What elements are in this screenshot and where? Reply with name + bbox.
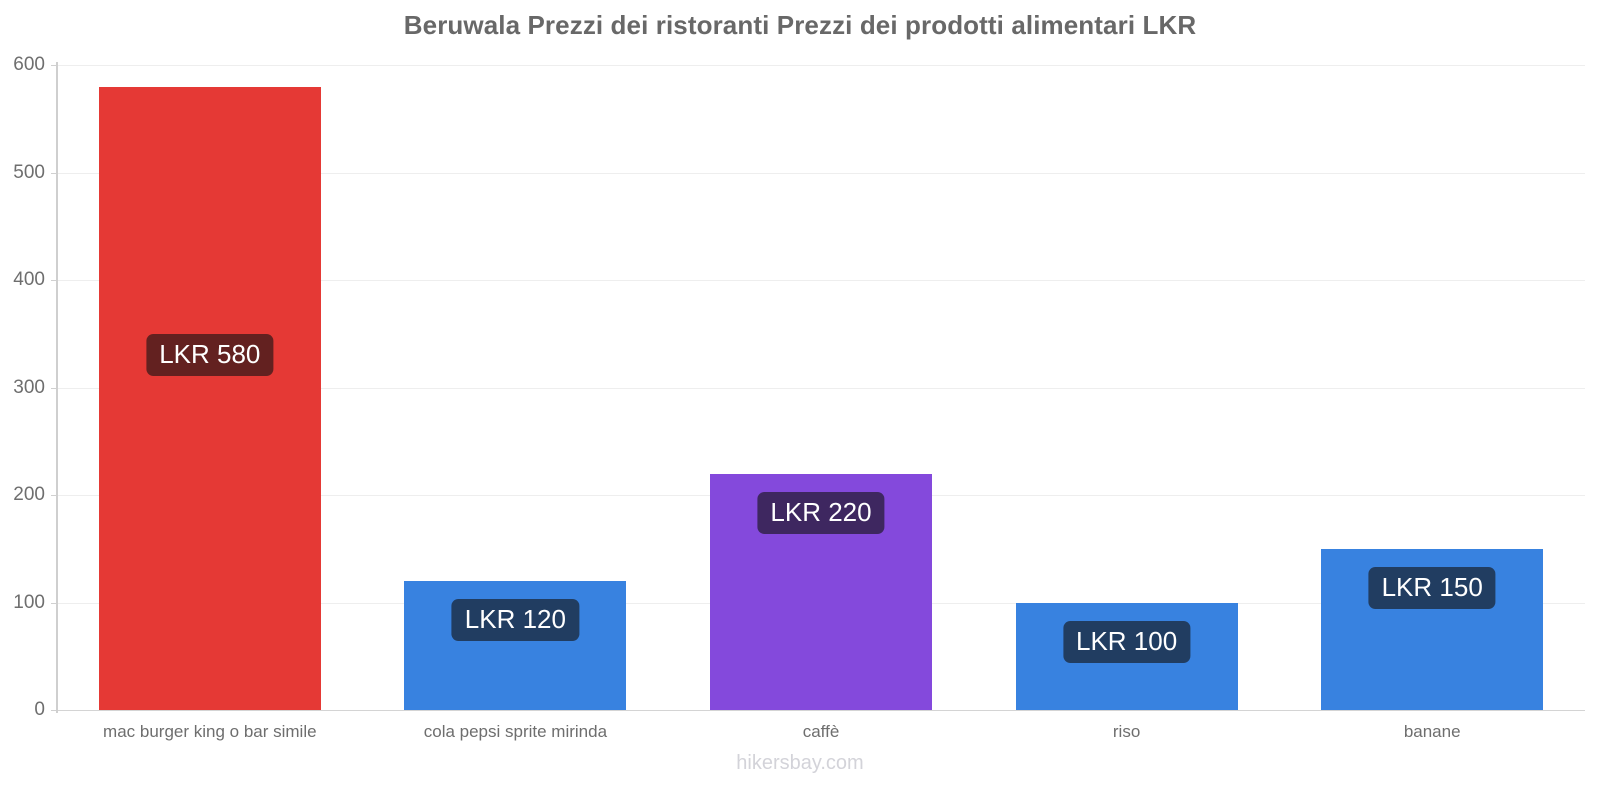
y-tick-label: 0	[34, 699, 45, 720]
x-tick-label: riso	[1112, 722, 1141, 741]
x-tick-label: banane	[1403, 722, 1461, 741]
bar-value-label: LKR 120	[451, 599, 579, 641]
bar[interactable]	[98, 86, 321, 710]
bar-value-label: LKR 100	[1063, 620, 1191, 663]
y-tick-label: 200	[13, 484, 45, 505]
y-tick-label: 100	[13, 591, 45, 613]
y-tick-mark-200	[51, 495, 57, 496]
y-tick-mark-500	[51, 172, 57, 174]
y-tick-mark-300	[51, 387, 57, 389]
y-tick-mark-600	[51, 65, 57, 66]
y-tick-mark-100	[51, 602, 57, 604]
x-tick-label: cola pepsi sprite mirinda	[423, 722, 608, 741]
bar-value-label: LKR 150	[1368, 566, 1496, 609]
bar-value-label: LKR 580	[146, 333, 274, 376]
y-tick-label: 500	[13, 161, 45, 183]
y-tick-label: 300	[13, 376, 45, 398]
plot-area	[51, 65, 1585, 711]
gridline-300	[57, 387, 1585, 389]
chart-title: Beruwala Prezzi dei ristoranti Prezzi de…	[403, 10, 1197, 40]
footer-credit: hikersbay.com	[736, 752, 864, 774]
y-tick-mark-400	[51, 280, 57, 281]
gridline-500	[57, 172, 1585, 174]
y-tick-mark-0	[51, 710, 57, 711]
x-tick-label: mac burger king o bar simile	[103, 722, 317, 741]
y-tick-label: 600	[13, 54, 45, 75]
y-axis-line	[56, 62, 58, 713]
gridline-400	[57, 280, 1585, 281]
y-tick-label: 400	[13, 269, 45, 290]
bar-value-label: LKR 220	[757, 491, 885, 534]
gridline-0	[57, 710, 1585, 711]
gridline-600	[57, 65, 1585, 66]
x-tick-label: caffè	[802, 722, 840, 741]
